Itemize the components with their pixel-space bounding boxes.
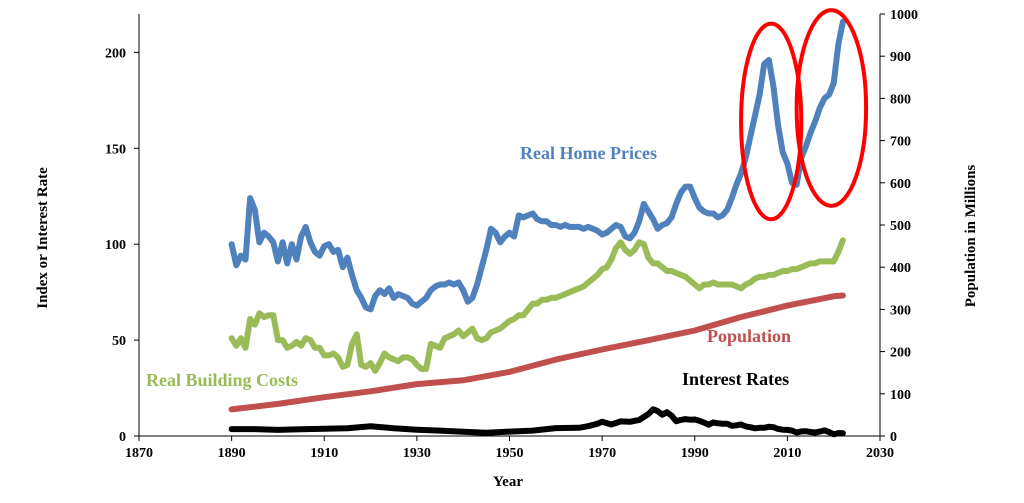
y2-tick-label: 500 — [890, 219, 911, 234]
label-real-building-costs: Real Building Costs — [146, 370, 298, 390]
series-line-population — [228, 292, 846, 413]
label-interest-rates: Interest Rates — [682, 369, 789, 389]
highlight-ellipses — [739, 8, 869, 222]
x-tick-label: 1910 — [310, 446, 338, 461]
y2-tick-label: 300 — [890, 303, 911, 318]
label-population: Population — [707, 326, 791, 346]
x-tick-label: 2030 — [866, 446, 894, 461]
x-tick-label: 1870 — [125, 446, 153, 461]
y2-tick-label: 0 — [890, 430, 897, 445]
series-line-real-home-prices — [228, 18, 846, 313]
series-line-interest-rates — [228, 406, 846, 438]
series-lines — [228, 18, 846, 438]
y-tick-label: 0 — [119, 430, 126, 445]
y2-tick-label: 900 — [890, 50, 911, 65]
x-tick-label: 2010 — [773, 446, 801, 461]
y2-tick-label: 700 — [890, 135, 911, 150]
y2-tick-label: 400 — [890, 261, 911, 276]
x-axis-title: Year — [493, 474, 523, 490]
y2-axis-title: Population in Millions — [963, 165, 979, 308]
y2-tick-label: 1000 — [890, 8, 918, 23]
y2-tick-label: 200 — [890, 346, 911, 361]
y2-tick-label: 800 — [890, 92, 911, 107]
y-tick-label: 200 — [105, 46, 126, 61]
x-tick-label: 1890 — [218, 446, 246, 461]
label-real-home-prices: Real Home Prices — [520, 143, 657, 163]
x-tick-label: 1930 — [403, 446, 431, 461]
y-tick-label: 150 — [105, 142, 126, 157]
x-tick-label: 1950 — [496, 446, 524, 461]
y2-tick-label: 600 — [890, 177, 911, 192]
y2-tick-label: 100 — [890, 388, 911, 403]
highlight-ellipse-1 — [739, 21, 804, 222]
y-tick-label: 50 — [112, 334, 126, 349]
ticks: 1870 1890 1910 1930 1950 1970 1990 2010 20300501… — [105, 8, 918, 461]
y-axis-title: Index or Interest Rate — [35, 167, 51, 309]
x-tick-label: 1990 — [681, 446, 709, 461]
x-tick-label: 1970 — [588, 446, 616, 461]
highlight-ellipse-2 — [794, 8, 869, 208]
series-line-real-building-costs — [228, 237, 846, 374]
y-tick-label: 100 — [105, 238, 126, 253]
